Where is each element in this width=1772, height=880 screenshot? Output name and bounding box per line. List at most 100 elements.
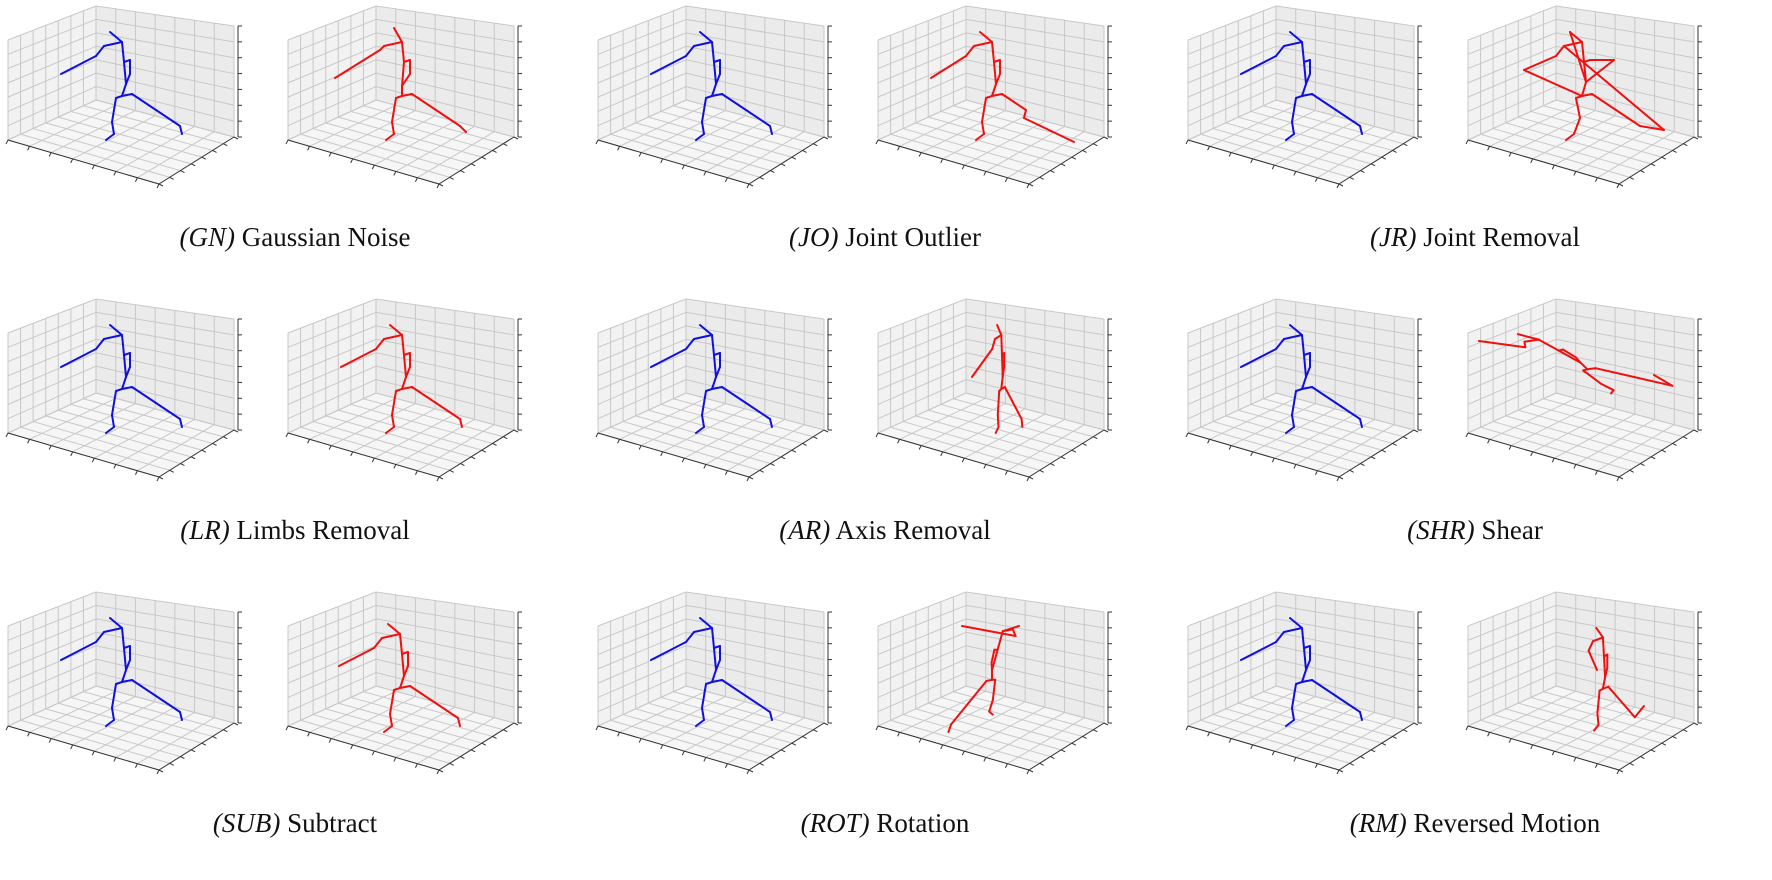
axes-3d	[5, 5, 242, 189]
bone	[1023, 117, 1075, 143]
bone	[1620, 701, 1636, 719]
bone	[1575, 97, 1581, 119]
bone	[401, 93, 413, 97]
bone	[1653, 374, 1674, 387]
bone	[1581, 93, 1593, 97]
bone	[1359, 125, 1363, 135]
bone	[105, 426, 115, 434]
bone	[111, 414, 115, 428]
axes-3d	[285, 591, 522, 775]
bone	[991, 41, 995, 63]
bone	[701, 390, 707, 416]
bone	[1537, 338, 1560, 352]
bone	[685, 338, 695, 350]
caption-abbreviation: (SUB)	[212, 808, 281, 838]
bone	[121, 376, 127, 390]
bone	[711, 41, 715, 63]
panel-caption: (ROT) Rotation	[590, 808, 1180, 839]
panel-jo: (JO) Joint Outlier	[590, 0, 1180, 293]
bone	[975, 133, 985, 141]
bone	[1335, 109, 1361, 127]
bone	[389, 713, 393, 727]
bone	[701, 121, 705, 135]
bone	[1001, 93, 1027, 111]
bone	[1240, 641, 1277, 661]
bone	[1586, 367, 1597, 371]
caption-name: Subtract	[287, 808, 378, 838]
bone	[1023, 109, 1027, 119]
caption-name: Rotation	[876, 808, 970, 838]
axes-3d	[1185, 298, 1422, 482]
bone	[711, 679, 723, 683]
panel-caption: (AR) Axis Removal	[590, 515, 1180, 546]
bone	[401, 386, 413, 390]
panel-caption: (LR) Limbs Removal	[0, 515, 590, 546]
bone	[1295, 95, 1303, 99]
bone	[435, 109, 461, 127]
caption-abbreviation: (SHR)	[1407, 515, 1475, 545]
bone	[701, 707, 705, 721]
bone	[650, 55, 687, 75]
axes-3d	[1465, 591, 1702, 775]
bone	[991, 648, 999, 672]
skeleton	[1240, 617, 1363, 727]
panel-gn: (GN) Gaussian Noise	[0, 0, 590, 293]
bone	[1573, 117, 1581, 135]
bone	[1289, 324, 1303, 336]
bone	[179, 418, 183, 428]
bone	[401, 334, 405, 356]
bone	[103, 334, 123, 340]
bone	[1301, 41, 1305, 63]
skeleton	[60, 31, 183, 141]
bone	[1283, 334, 1303, 340]
bone	[121, 334, 125, 356]
bone	[395, 388, 403, 392]
bone	[433, 701, 459, 719]
bone	[1311, 679, 1337, 697]
original-skeleton-plot	[1185, 591, 1422, 775]
caption-abbreviation: (ROT)	[800, 808, 870, 838]
bone	[965, 45, 975, 57]
bone	[701, 97, 707, 123]
axes-3d	[1465, 5, 1702, 189]
axes-3d	[1465, 298, 1702, 482]
skeleton	[60, 617, 183, 727]
bone	[1516, 333, 1540, 341]
bone	[123, 647, 127, 671]
bone	[650, 641, 687, 661]
bone	[60, 641, 97, 661]
bone	[1003, 386, 1015, 404]
bone	[109, 31, 123, 43]
skeleton	[334, 27, 467, 141]
bone	[121, 93, 133, 97]
bone	[1240, 348, 1277, 368]
bone	[131, 679, 157, 697]
panel-caption: (JR) Joint Removal	[1180, 222, 1770, 253]
panel-caption: (GN) Gaussian Noise	[0, 222, 590, 253]
bone	[111, 683, 117, 709]
bone	[121, 679, 133, 683]
bone	[970, 348, 994, 378]
bone	[1289, 617, 1303, 629]
panel-sub: (SUB) Subtract	[0, 586, 590, 879]
bone	[409, 685, 435, 703]
bone	[1335, 402, 1361, 420]
bone	[1585, 59, 1615, 83]
bone	[979, 31, 993, 43]
bone	[95, 631, 105, 643]
bone	[711, 334, 715, 356]
augmented-skeleton-plot	[285, 5, 522, 189]
bone	[179, 125, 183, 135]
bone	[389, 324, 403, 336]
original-skeleton-plot	[1185, 5, 1422, 189]
bone	[1601, 676, 1607, 690]
bone	[401, 376, 407, 390]
skeleton	[1523, 31, 1665, 141]
bone	[1601, 636, 1605, 658]
bone	[721, 93, 747, 111]
bone	[1563, 45, 1665, 131]
augmented-skeleton-plot	[1465, 298, 1702, 482]
bone	[401, 61, 405, 87]
bone	[967, 680, 988, 704]
